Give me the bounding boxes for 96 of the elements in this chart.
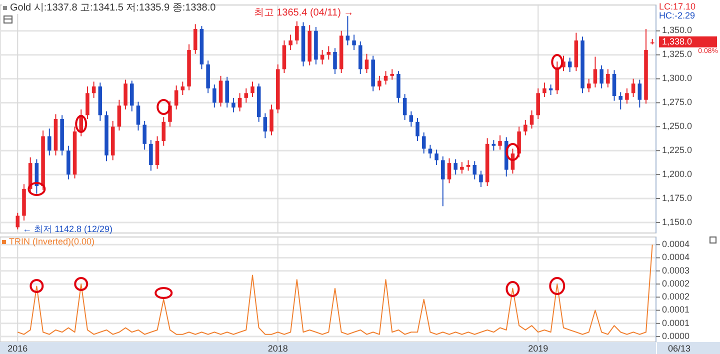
candlestick <box>149 140 153 172</box>
candlestick <box>92 81 96 98</box>
chart-title: Gold 시:1337.8 고:1341.5 저:1335.9 종:1338.0 <box>10 2 216 14</box>
candlestick <box>479 170 483 188</box>
candlestick <box>593 56 598 88</box>
candlestick <box>536 88 540 120</box>
candlestick <box>162 116 166 146</box>
candlestick <box>270 104 274 136</box>
candlestick <box>117 99 122 131</box>
y-tick-label: 0.0004 <box>662 252 690 262</box>
candlestick <box>333 48 337 74</box>
candlestick <box>631 78 636 98</box>
y-tick-label: 0.0004 <box>662 239 690 250</box>
y-tick-label: 1,250.0 <box>662 121 692 132</box>
y-tick-label: 1,225.0 <box>662 144 692 155</box>
y-tick-label: 1,275.0 <box>662 97 692 108</box>
candlestick <box>282 40 286 74</box>
candlestick <box>86 86 90 120</box>
candlestick <box>492 140 496 152</box>
candlestick <box>542 82 546 98</box>
candlestick <box>390 68 394 80</box>
y-tick-label: 0.0003 <box>662 265 690 276</box>
candlestick <box>466 160 470 172</box>
x-tick-label: 2019 <box>528 343 548 354</box>
candlestick <box>180 81 185 96</box>
candlestick <box>396 70 400 104</box>
text: LC:17.10 <box>659 1 696 12</box>
y-tick-label: 0.0001 <box>662 318 690 328</box>
candlestick <box>155 136 160 170</box>
y-tick-label: 1,200.0 <box>662 168 692 179</box>
candlestick <box>288 34 292 51</box>
candlestick <box>422 132 426 154</box>
y-tick-label: 0.0002 <box>662 292 690 302</box>
legend-label: TRIN (Inverted)(0.00) <box>9 236 95 246</box>
candlestick <box>447 158 452 184</box>
candlestick <box>142 120 146 150</box>
candlestick <box>225 76 229 108</box>
candlestick <box>232 97 236 113</box>
candlestick <box>460 162 464 174</box>
candlestick <box>498 134 502 150</box>
candlestick <box>548 84 553 96</box>
candlestick <box>472 160 477 180</box>
x-tick-label: 2016 <box>8 343 28 354</box>
annotation: ← 최저 1142.8 (12/29) <box>22 224 113 234</box>
text: 1,338.0 <box>662 36 692 47</box>
x-tick-label: 2018 <box>268 343 288 354</box>
candlestick <box>263 112 268 139</box>
candlestick <box>238 92 242 112</box>
y-tick-label: 1,350.0 <box>662 25 692 36</box>
candlestick <box>212 84 216 108</box>
candlestick <box>625 88 629 104</box>
candlestick <box>218 75 223 108</box>
candlestick <box>434 149 438 166</box>
candlestick <box>16 212 20 230</box>
candlestick <box>174 84 178 110</box>
candlestick <box>454 158 458 176</box>
text: 06/13 <box>668 343 691 354</box>
candlestick <box>568 57 572 73</box>
candlestick <box>326 46 331 60</box>
candlestick <box>612 70 616 102</box>
candlestick <box>352 34 356 51</box>
candlestick <box>600 64 604 89</box>
y-tick-label: 0.0001 <box>662 304 690 315</box>
y-tick-label: 0.0000 <box>662 330 690 341</box>
y-tick-label: 1,175.0 <box>662 192 692 203</box>
candlestick <box>524 119 528 136</box>
candlestick <box>124 79 128 110</box>
candlestick <box>206 60 210 94</box>
candlestick <box>66 145 70 180</box>
candlestick <box>244 88 248 104</box>
candlestick <box>358 40 362 74</box>
candlestick <box>409 110 414 128</box>
candlestick <box>193 24 198 54</box>
y-tick-label: 1,150.0 <box>662 216 692 227</box>
candlestick <box>606 68 610 88</box>
y-tick-label: 1,300.0 <box>662 73 692 84</box>
candlestick <box>416 118 420 142</box>
candlestick <box>136 101 140 131</box>
candlestick <box>130 80 134 112</box>
candlestick <box>428 144 432 159</box>
candlestick <box>402 94 407 120</box>
candlestick <box>364 53 369 74</box>
text: HC:-2.29 <box>659 10 696 20</box>
candlestick <box>441 156 445 207</box>
candlestick <box>378 75 382 91</box>
candlestick <box>586 78 591 93</box>
candlestick <box>618 92 623 110</box>
candlestick <box>47 128 52 156</box>
candlestick <box>346 16 350 46</box>
y-tick-label: 1,325.0 <box>662 49 692 60</box>
candlestick <box>638 79 642 108</box>
candlestick <box>250 81 254 98</box>
y-tick-label: 0.0002 <box>662 278 690 288</box>
annotation: 최고 1365.4 (04/11) → <box>254 8 354 19</box>
candlestick <box>295 20 299 45</box>
candlestick <box>530 110 534 130</box>
